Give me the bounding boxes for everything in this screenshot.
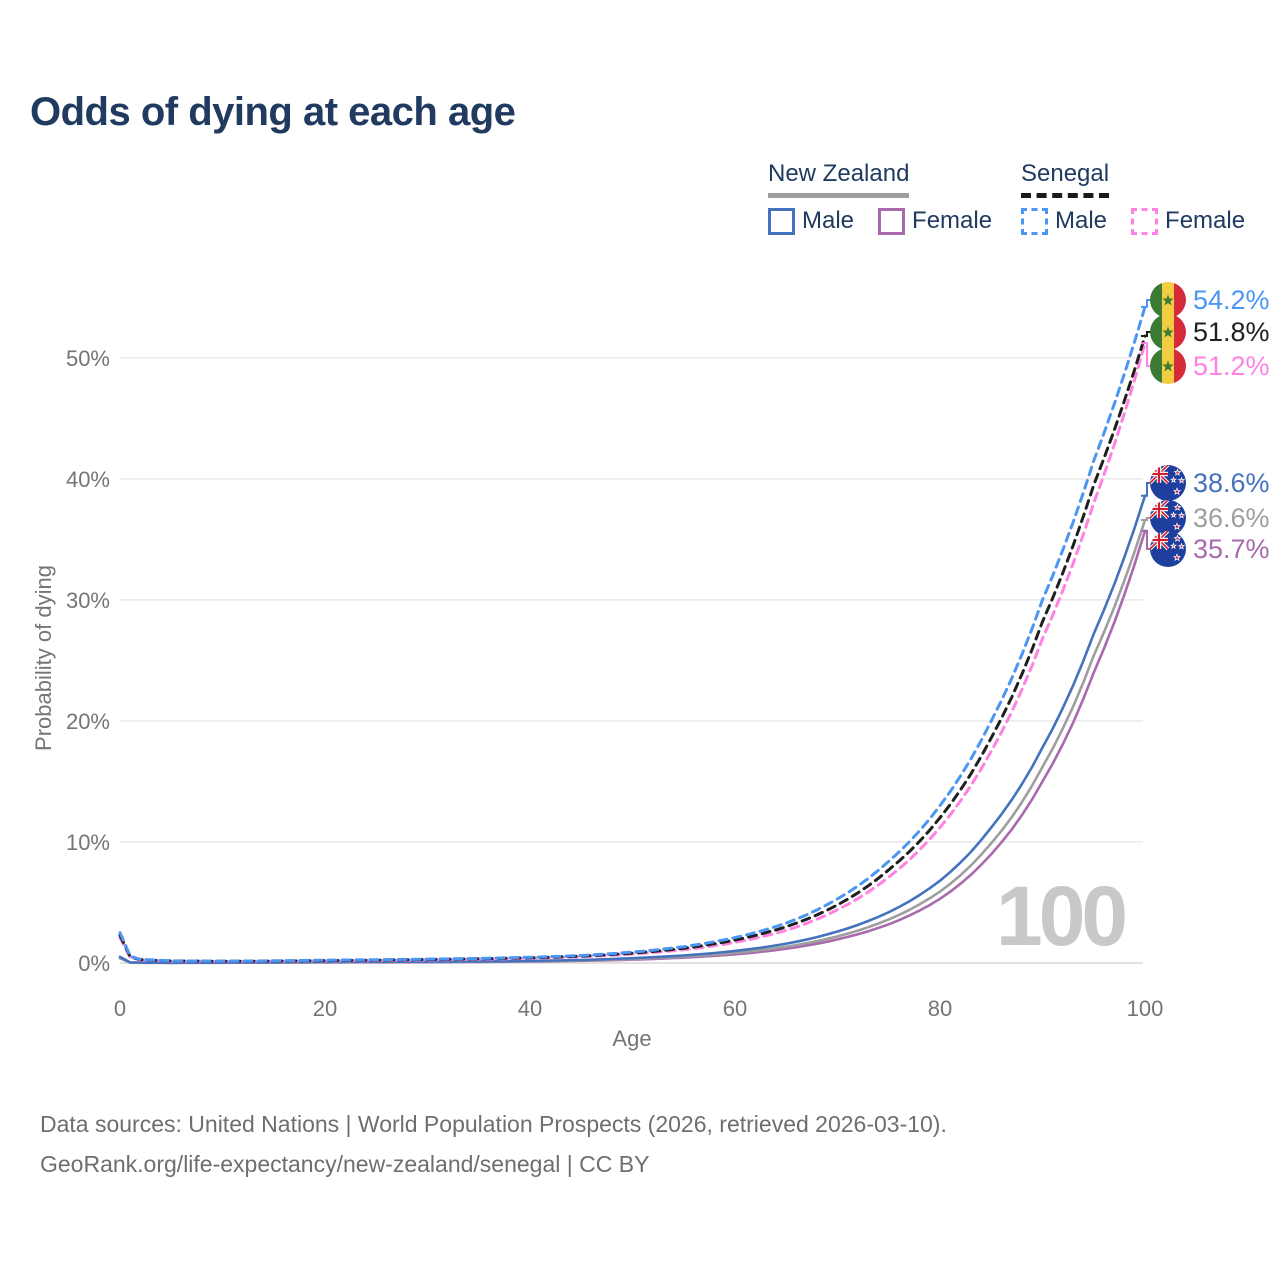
x-tick-label: 20 (313, 996, 337, 1021)
legend-item-nz-male[interactable]: Male (802, 207, 855, 234)
senegal-flag-icon (1150, 282, 1186, 318)
x-tick-label: 0 (114, 996, 126, 1021)
senegal-flag-icon (1150, 348, 1186, 384)
end-label-value-nz-female: 35.7% (1193, 533, 1270, 564)
y-tick-label: 50% (66, 346, 110, 371)
footer-attribution: GeoRank.org/life-expectancy/new-zealand/… (40, 1151, 650, 1177)
end-label-senegal-male: 54.2% (1150, 282, 1270, 318)
legend-item-senegal-male[interactable]: Male (1055, 207, 1108, 234)
age-counter-watermark: 100 (996, 869, 1128, 963)
end-label-nz-all: 36.6% (1150, 500, 1270, 536)
x-axis-title: Age (612, 1026, 652, 1051)
new-zealand-flag-icon (1150, 465, 1186, 501)
y-tick-label: 10% (66, 830, 110, 855)
end-label-value-senegal-all: 51.8% (1193, 316, 1270, 347)
end-label-senegal-all: 51.8% (1150, 314, 1270, 350)
series-line-new-zealand-female[interactable] (118, 529, 1147, 965)
legend-title-senegal[interactable]: Senegal (1021, 160, 1110, 198)
legend-group-senegal: Senegal Male Female (1021, 160, 1269, 235)
legend-row-senegal: Male Female (1021, 207, 1269, 235)
x-tick-label: 60 (723, 996, 747, 1021)
x-tick-label: 40 (518, 996, 542, 1021)
senegal-flag-icon (1150, 314, 1186, 350)
series-line-senegal-male[interactable] (118, 305, 1147, 963)
new-zealand-flag-icon (1150, 500, 1186, 536)
new-zealand-flag-icon (1150, 531, 1186, 567)
series-line-new-zealand-male[interactable] (118, 494, 1147, 965)
end-label-senegal-female: 51.2% (1150, 348, 1270, 384)
legend-swatch-senegal-male[interactable] (1021, 207, 1048, 235)
y-tick-label: 0% (78, 951, 110, 976)
legend-swatch-nz-male[interactable] (768, 207, 795, 235)
y-tick-label: 40% (66, 467, 110, 492)
end-label-value-nz-male: 38.6% (1193, 467, 1270, 498)
legend-group-new-zealand: New Zealand Male Female (768, 160, 1016, 235)
end-label-nz-male: 38.6% (1150, 465, 1270, 501)
legend-item-nz-female[interactable]: Female (912, 207, 993, 234)
footer: Data sources: United Nations | World Pop… (40, 1104, 947, 1184)
end-label-value-senegal-female: 51.2% (1193, 350, 1270, 381)
legend-title-new-zealand[interactable]: New Zealand (768, 160, 910, 198)
y-axis-title: Probability of dying (31, 565, 56, 751)
x-tick-label: 100 (1127, 996, 1164, 1021)
series-line-senegal-female[interactable] (118, 341, 1147, 963)
end-label-value-nz-all: 36.6% (1193, 502, 1270, 533)
legend-swatch-nz-female[interactable] (878, 207, 906, 235)
legend-row-new-zealand: Male Female (768, 207, 1016, 235)
end-label-nz-female: 35.7% (1150, 531, 1270, 567)
series-line-senegal-all[interactable] (118, 334, 1147, 963)
series-line-new-zealand-all[interactable] (118, 518, 1147, 965)
footer-data-sources: Data sources: United Nations | World Pop… (40, 1111, 947, 1137)
legend-swatch-senegal-female[interactable] (1131, 207, 1159, 235)
legend-item-senegal-female[interactable]: Female (1165, 207, 1246, 234)
end-label-value-senegal-male: 54.2% (1193, 284, 1270, 315)
y-tick-label: 20% (66, 709, 110, 734)
page-title: Odds of dying at each age (30, 90, 516, 134)
x-tick-label: 80 (928, 996, 952, 1021)
y-tick-label: 30% (66, 588, 110, 613)
